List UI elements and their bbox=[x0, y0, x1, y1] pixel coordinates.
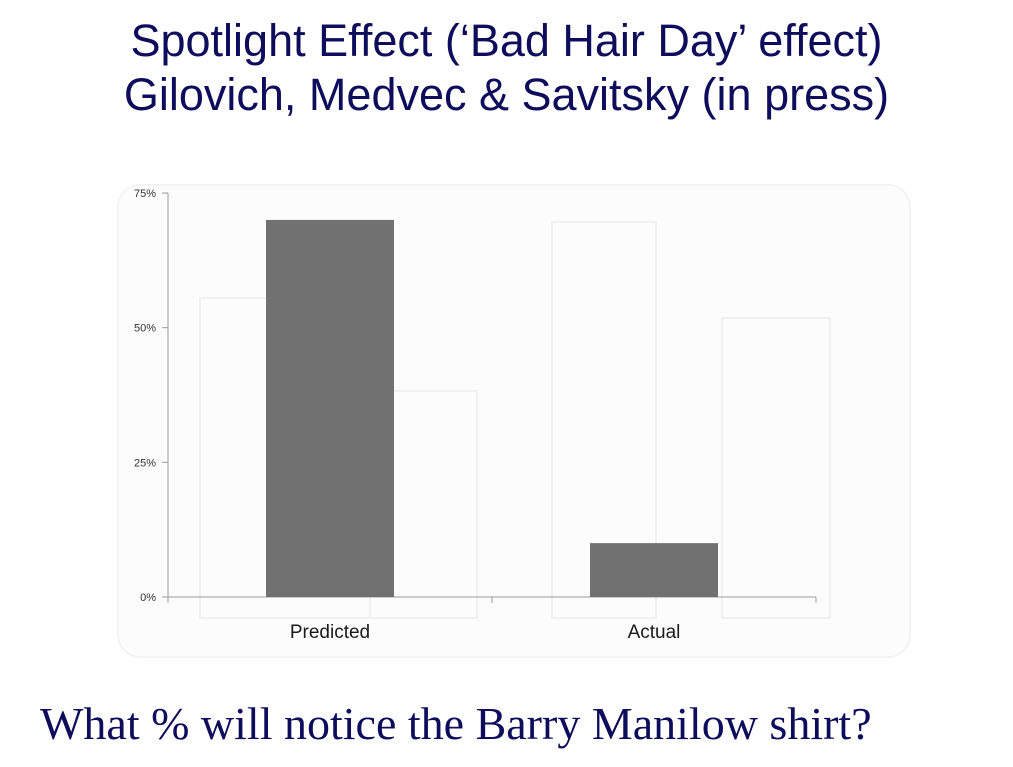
y-tick-label: 0% bbox=[140, 592, 156, 604]
y-tick-label: 50% bbox=[134, 323, 156, 335]
bar bbox=[590, 543, 718, 597]
plot-area: 0% 25% 50% 75% Predicted Actual bbox=[134, 188, 817, 643]
ghost-bar bbox=[551, 221, 657, 619]
title-line-1: Spotlight Effect (‘Bad Hair Day’ effect) bbox=[130, 15, 883, 66]
bar bbox=[266, 219, 394, 597]
title-line-2: Gilovich, Medvec & Savitsky (in press) bbox=[123, 69, 890, 120]
ghost-bar bbox=[721, 317, 831, 619]
x-tick-label: Predicted bbox=[290, 622, 370, 643]
question-text: What % will notice the Barry Manilow shi… bbox=[40, 698, 872, 749]
y-tick-label: 75% bbox=[134, 188, 156, 200]
y-tick-label: 25% bbox=[134, 457, 156, 469]
slide-title: Spotlight Effect (‘Bad Hair Day’ effect)… bbox=[0, 14, 1013, 122]
x-tick-label: Actual bbox=[628, 622, 681, 643]
chart-background-panel bbox=[117, 184, 911, 658]
